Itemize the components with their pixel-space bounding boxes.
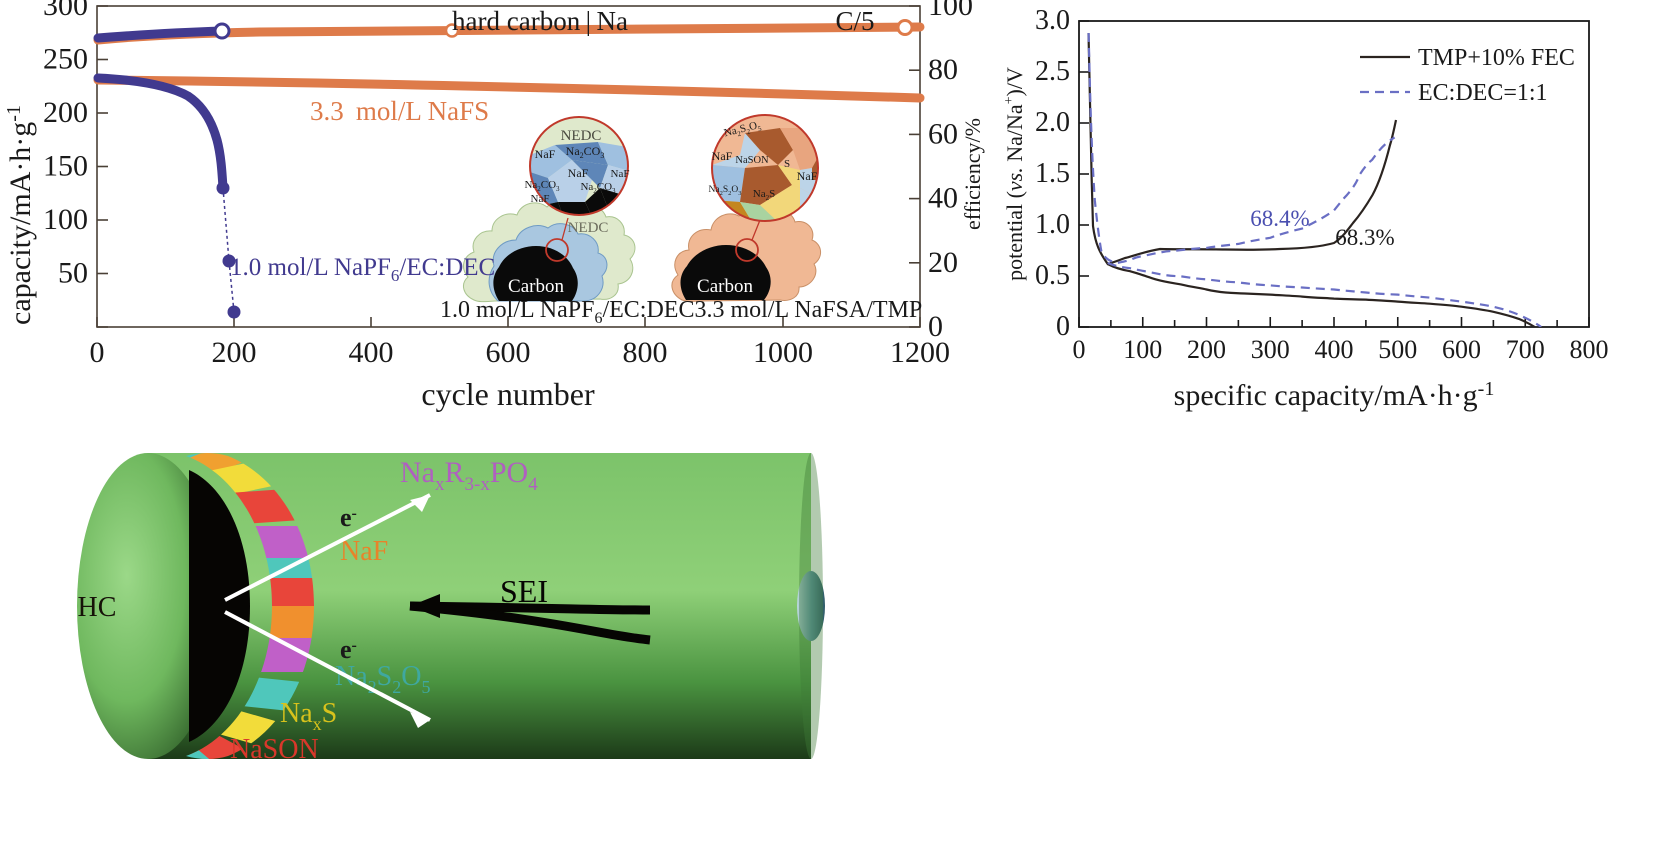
svg-text:efficiency/%: efficiency/% [960, 118, 985, 230]
svg-text:20: 20 [928, 246, 958, 279]
svg-text:100: 100 [1123, 335, 1162, 364]
svg-text:NaF: NaF [797, 169, 818, 183]
svg-text:NaF: NaF [531, 193, 550, 205]
svg-text:hard carbon | Na: hard carbon | Na [452, 6, 628, 36]
svg-text:NaSON: NaSON [735, 155, 769, 166]
svg-text:NaF: NaF [611, 168, 630, 180]
svg-text:0: 0 [928, 310, 943, 343]
svg-text:500: 500 [1378, 335, 1417, 364]
svg-text:Na2CO3: Na2CO3 [524, 179, 560, 193]
svg-text:68.4%: 68.4% [1250, 206, 1309, 231]
svg-text:1.0: 1.0 [1035, 209, 1070, 240]
svg-text:400: 400 [1315, 335, 1354, 364]
svg-text:0.5: 0.5 [1035, 260, 1070, 291]
svg-text:1.0 mol/L NaPF6/EC:DEC3.3 mol/: 1.0 mol/L NaPF6/EC:DEC3.3 mol/L NaFSA/TM… [440, 297, 922, 327]
svg-text:300: 300 [43, 0, 88, 22]
svg-text:1000: 1000 [753, 336, 813, 369]
svg-text:NaF: NaF [340, 536, 388, 567]
svg-text:200: 200 [43, 96, 88, 129]
svg-text:200: 200 [1187, 335, 1226, 364]
svg-text:800: 800 [1570, 335, 1609, 364]
svg-text:Na2CO3: Na2CO3 [580, 181, 616, 195]
svg-text:200: 200 [212, 336, 257, 369]
svg-text:Carbon: Carbon [508, 276, 564, 297]
svg-text:400: 400 [349, 336, 394, 369]
svg-text:C/5: C/5 [835, 6, 874, 36]
svg-text:0: 0 [90, 336, 105, 369]
svg-text:3.0: 3.0 [1035, 5, 1070, 36]
svg-text:NaF: NaF [712, 149, 733, 163]
svg-text:600: 600 [1442, 335, 1481, 364]
svg-text:2.5: 2.5 [1035, 56, 1070, 87]
svg-text:NaSON: NaSON [230, 734, 319, 765]
svg-text:100: 100 [43, 203, 88, 236]
svg-text:NEDC: NEDC [568, 220, 609, 236]
svg-text:50: 50 [58, 257, 88, 290]
svg-text:60: 60 [928, 117, 958, 150]
svg-text:NaF: NaF [535, 147, 556, 161]
svg-text:250: 250 [43, 43, 88, 76]
svg-text:68.3%: 68.3% [1335, 225, 1394, 250]
svg-text:NaF: NaF [568, 166, 589, 180]
svg-text:capacity/mA·h·g-1: capacity/mA·h·g-1 [3, 105, 37, 325]
svg-text:EC:DEC=1:1: EC:DEC=1:1 [1418, 80, 1548, 106]
svg-text:1.5: 1.5 [1035, 158, 1070, 189]
svg-text:Na2CO3: Na2CO3 [566, 144, 605, 160]
svg-text:Na2S: Na2S [753, 188, 775, 202]
svg-text:700: 700 [1506, 335, 1545, 364]
svg-text:1.0 mol/L NaPF6/EC:DEC: 1.0 mol/L NaPF6/EC:DEC [230, 254, 495, 285]
svg-text:S: S [784, 158, 790, 170]
svg-text:NEDC: NEDC [561, 128, 602, 144]
svg-text:2.0: 2.0 [1035, 107, 1070, 138]
svg-text:300: 300 [1251, 335, 1290, 364]
svg-text:80: 80 [928, 53, 958, 86]
svg-text:3.3 mol/L NaFS: 3.3 mol/L NaFS [310, 96, 489, 126]
svg-text:600: 600 [486, 336, 531, 369]
svg-text:specific capacity/mA·h·g-1: specific capacity/mA·h·g-1 [1174, 378, 1495, 412]
svg-text:0: 0 [1073, 335, 1086, 364]
svg-text:0: 0 [1056, 311, 1070, 342]
svg-text:800: 800 [623, 336, 668, 369]
svg-text:40: 40 [928, 182, 958, 215]
svg-text:potential (vs. Na/Na+)/V: potential (vs. Na/Na+)/V [1002, 67, 1027, 281]
svg-text:Carbon: Carbon [697, 276, 753, 297]
svg-text:HC: HC [78, 592, 117, 623]
svg-text:NaxS: NaxS [280, 698, 337, 734]
svg-text:150: 150 [43, 150, 88, 183]
svg-text:TMP+10% FEC: TMP+10% FEC [1418, 45, 1575, 71]
svg-text:cycle number: cycle number [421, 376, 595, 412]
